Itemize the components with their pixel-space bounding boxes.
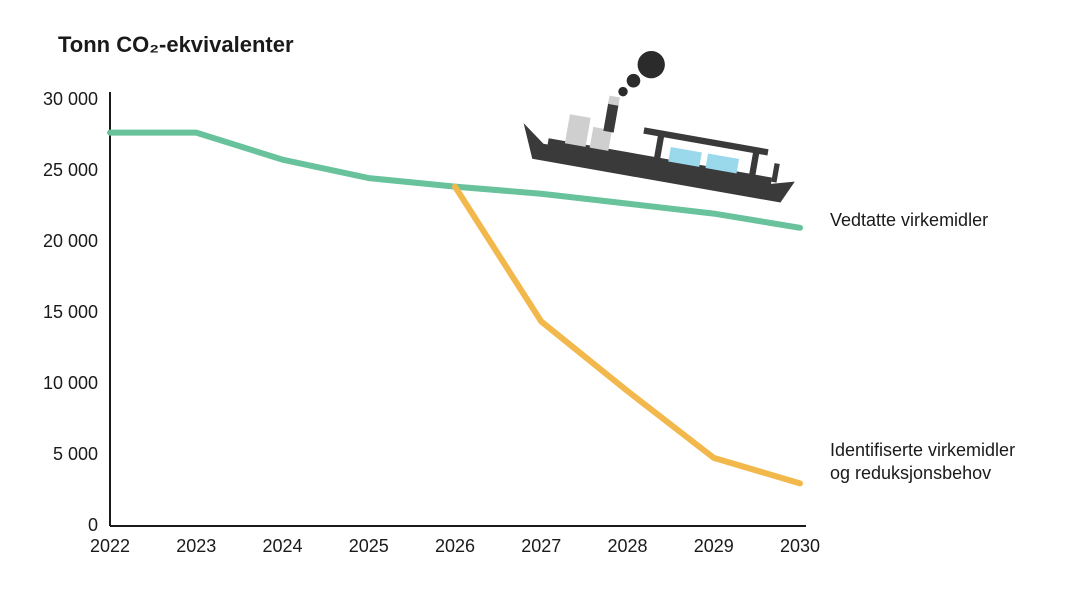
x-tick-label: 2027 [511,536,571,557]
y-tick-label: 30 000 [43,89,98,110]
y-tick-label: 15 000 [43,302,98,323]
x-tick-label: 2024 [253,536,313,557]
x-tick-label: 2025 [339,536,399,557]
y-tick-label: 20 000 [43,231,98,252]
x-tick-label: 2030 [770,536,830,557]
y-tick-label: 0 [88,515,98,536]
y-tick-label: 5 000 [53,444,98,465]
chart-container: Tonn CO₂-ekvivalenter 05 00010 00015 000… [0,0,1080,608]
x-tick-label: 2028 [598,536,658,557]
x-tick-label: 2026 [425,536,485,557]
x-tick-label: 2023 [166,536,226,557]
x-tick-label: 2029 [684,536,744,557]
legend-label: Vedtatte virkemidler [830,209,988,232]
y-tick-label: 25 000 [43,160,98,181]
x-tick-label: 2022 [80,536,140,557]
legend-label: Identifiserte virkemidler og reduksjonsb… [830,439,1015,486]
y-tick-label: 10 000 [43,373,98,394]
chart-svg [0,0,1080,608]
